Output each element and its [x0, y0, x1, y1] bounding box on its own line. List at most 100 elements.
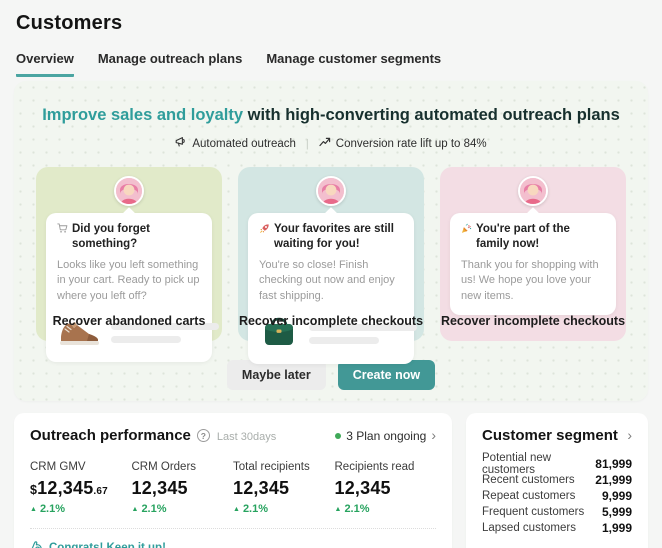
up-arrow-icon: ▲ [233, 505, 240, 513]
product-row [57, 315, 219, 352]
metric-label: CRM Orders [131, 461, 197, 473]
metric-recipients-read: Recipients read 12,345 ▲ 2.1% [335, 461, 437, 515]
metric-value: 12,345 [131, 478, 188, 498]
message-title: Did you forget something? [57, 222, 201, 252]
hero-title-rest: with high-converting automated outreach … [243, 106, 620, 124]
promo-card-label: Recover abandoned carts [52, 314, 206, 328]
status-dot [335, 432, 342, 439]
segment-row-recent[interactable]: Recent customers 21,999 [482, 473, 632, 487]
bottom-panels: Outreach performance ? Last 30days 3 Pla… [14, 413, 648, 548]
cart-icon [57, 223, 68, 239]
plan-ongoing-link[interactable]: 3 Plan ongoing › [335, 427, 436, 443]
metric-delta: ▲ 2.1% [30, 503, 66, 515]
message-title: Your favorites are still waiting for you… [259, 222, 403, 252]
message-title-text: Your favorites are still waiting for you… [274, 223, 394, 250]
customer-avatar [518, 176, 548, 206]
text-placeholder-bars [309, 324, 417, 345]
tab-bar: Overview Manage outreach plans Manage cu… [0, 51, 662, 77]
up-arrow-icon: ▲ [131, 505, 139, 513]
customer-segment-header[interactable]: Customer segment › [482, 427, 632, 444]
text-placeholder-bars [111, 323, 219, 344]
message-bubble: You're part of the family now! Thank you… [450, 207, 616, 315]
promo-card-label: Recover incomplete checkouts [440, 314, 626, 328]
customer-segment-list: Potential new customers 81,999 Recent cu… [482, 452, 632, 535]
customer-avatar [316, 176, 346, 206]
outreach-performance-title: Outreach performance [30, 427, 191, 444]
promo-cards: Did you forget something? Looks like you… [14, 167, 648, 364]
bubble-tail [526, 207, 540, 220]
customer-segment-title: Customer segment [482, 427, 618, 444]
flex-arm-icon [30, 540, 43, 548]
metric-crm-orders: CRM Orders 12,345 ▲ 2.1% [132, 461, 234, 515]
chevron-right-icon: › [627, 427, 632, 443]
message-title: You're part of the family now! [461, 222, 605, 252]
hero-buttons: Maybe later Create now [14, 360, 648, 390]
outreach-performance-panel: Outreach performance ? Last 30days 3 Pla… [14, 413, 452, 548]
up-arrow-icon: ▲ [334, 505, 342, 513]
outreach-performance-header: Outreach performance ? Last 30days 3 Pla… [30, 427, 436, 444]
maybe-later-button[interactable]: Maybe later [226, 360, 326, 390]
metrics-row: CRM GMV $12,345.67 ▲ 2.1% CRM Orders 12,3… [30, 461, 436, 515]
badge-label: Conversion rate lift up to 84% [335, 137, 487, 150]
message-title-text: Did you forget something? [72, 223, 150, 250]
outreach-promo-banner: Improve sales and loyalty with high-conv… [14, 81, 648, 401]
customer-avatar [114, 176, 144, 206]
message-body: You're so close! Finish checking out now… [259, 258, 395, 303]
segment-row-lapsed[interactable]: Lapsed customers 1,999 [482, 521, 632, 535]
party-popper-icon [461, 223, 472, 239]
help-icon[interactable]: ? [196, 429, 210, 442]
metric-value: $12,345.67 [30, 478, 108, 498]
hero-title-highlight: Improve sales and loyalty [42, 106, 244, 124]
metric-delta: ▲ 2.1% [131, 503, 167, 515]
tab-manage-outreach-plans[interactable]: Manage outreach plans [97, 51, 243, 66]
metric-delta: ▲ 2.1% [334, 503, 370, 515]
sneaker-image [57, 315, 101, 352]
metric-crm-gmv: CRM GMV $12,345.67 ▲ 2.1% [30, 461, 132, 515]
badge-label: Automated outreach [192, 137, 296, 150]
segment-row-frequent[interactable]: Frequent customers 5,999 [482, 505, 632, 519]
metric-delta: ▲ 2.1% [233, 503, 269, 515]
message-title-text: You're part of the family now! [476, 223, 570, 250]
hero-badges: Automated outreach | Conversion rate lif… [14, 136, 648, 151]
badge-divider: | [305, 137, 309, 150]
trend-up-icon [319, 136, 331, 151]
chevron-right-icon: › [431, 427, 436, 443]
period-label: Last 30days [216, 430, 277, 443]
metric-label: CRM GMV [30, 461, 86, 473]
promo-card-label: Recover incomplete checkouts [238, 314, 424, 328]
bubble-tail [324, 207, 338, 220]
up-arrow-icon: ▲ [30, 505, 37, 513]
metric-value: 12,345 [334, 478, 391, 498]
tab-overview[interactable]: Overview [16, 51, 74, 77]
page-header: Customers [0, 0, 662, 35]
product-row [259, 315, 417, 354]
congrats-message: Congrats! Keep it up! [30, 540, 436, 548]
rocket-icon [259, 223, 270, 239]
congrats-text: Congrats! Keep it up! [49, 542, 166, 548]
segment-row-repeat[interactable]: Repeat customers 9,999 [482, 489, 632, 503]
metric-value: 12,345 [233, 478, 290, 498]
message-body: Looks like you left something in your ca… [57, 258, 200, 303]
customer-segment-panel: Customer segment › Potential new custome… [466, 413, 648, 548]
message-bubble: Did you forget something? Looks like you… [46, 207, 219, 362]
badge-conversion-lift: Conversion rate lift up to 84% [319, 136, 487, 151]
create-now-button[interactable]: Create now [337, 360, 436, 390]
tab-manage-customer-segments[interactable]: Manage customer segments [266, 51, 442, 66]
promo-card-incomplete-checkouts[interactable]: Your favorites are still waiting for you… [238, 167, 424, 364]
megaphone-icon [175, 136, 187, 151]
plan-status-label: 3 Plan ongoing [346, 428, 427, 443]
message-body: Thank you for shopping with us! We hope … [461, 258, 599, 303]
segment-row-potential-new[interactable]: Potential new customers 81,999 [482, 452, 632, 476]
metric-label: Recipients read [334, 461, 415, 473]
metric-total-recipients: Total recipients 12,345 ▲ 2.1% [233, 461, 335, 515]
metric-label: Total recipients [233, 461, 310, 473]
promo-card-abandoned-carts[interactable]: Did you forget something? Looks like you… [36, 167, 222, 362]
badge-automated-outreach: Automated outreach [175, 136, 296, 151]
hero-title: Improve sales and loyalty with high-conv… [14, 81, 648, 125]
message-bubble: Your favorites are still waiting for you… [248, 207, 417, 364]
handbag-image [259, 315, 299, 354]
bubble-tail [122, 207, 136, 220]
promo-card-welcome[interactable]: You're part of the family now! Thank you… [440, 167, 626, 341]
dotted-divider [30, 528, 436, 529]
page-title: Customers [16, 12, 123, 34]
